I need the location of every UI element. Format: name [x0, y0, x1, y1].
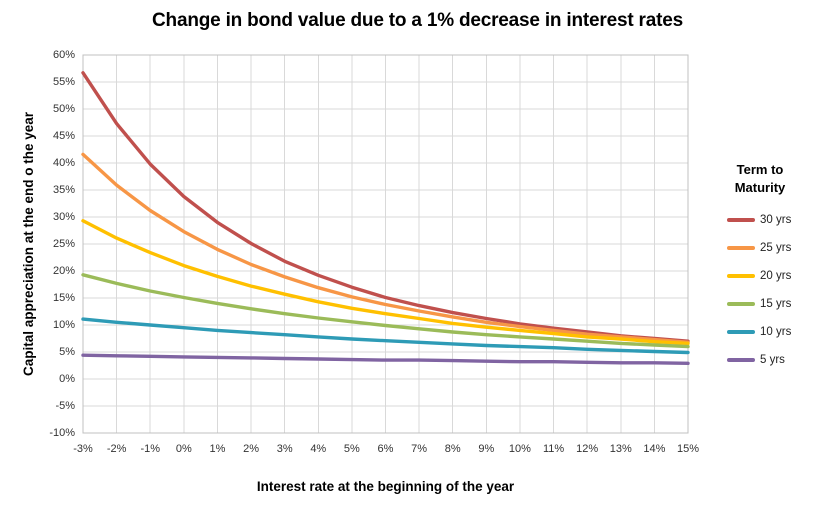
- legend-swatch: [727, 218, 755, 222]
- legend-item: 15 yrs: [712, 296, 824, 312]
- x-tick-label: 10%: [508, 443, 531, 455]
- legend-item-label: 5 yrs: [760, 354, 785, 366]
- y-tick-label: 50%: [52, 102, 75, 115]
- series-line-30-yrs: [81, 71, 690, 343]
- y-tick-label: 25%: [52, 237, 75, 250]
- legend-item-label: 25 yrs: [760, 242, 792, 254]
- y-tick-label: 35%: [52, 183, 75, 196]
- legend-item: 25 yrs: [712, 240, 824, 256]
- y-axis-title: Capital appreciation at the end o the ye…: [21, 111, 36, 377]
- y-tick-label: 0%: [59, 372, 75, 385]
- x-tick-label: -1%: [140, 443, 160, 455]
- chart-title: Change in bond value due to a 1% decreas…: [152, 10, 683, 31]
- series-line-25-yrs: [81, 152, 690, 344]
- x-tick-label: 15%: [676, 443, 700, 455]
- legend-item: 30 yrs: [712, 212, 824, 228]
- x-tick-label: 7%: [411, 443, 428, 455]
- legend-swatch: [727, 274, 755, 278]
- series-line-10-yrs: [81, 317, 690, 355]
- legend-item-label: 20 yrs: [760, 270, 792, 282]
- x-tick-label: 3%: [276, 443, 293, 455]
- x-tick-label: 14%: [643, 443, 666, 455]
- y-tick-label: 55%: [52, 75, 75, 88]
- x-tick-label: 13%: [609, 443, 632, 455]
- legend-swatch: [727, 302, 755, 306]
- legend-title: Term to Maturity: [734, 162, 786, 195]
- y-tick-label: 60%: [52, 48, 75, 61]
- y-tick-label: -5%: [55, 399, 75, 412]
- y-tick-label: 10%: [52, 318, 75, 331]
- x-tick-label: 1%: [209, 443, 226, 455]
- y-tick-label: 5%: [59, 345, 75, 358]
- legend-swatch: [727, 358, 755, 362]
- x-tick-label: -2%: [106, 443, 127, 455]
- legend-item-label: 10 yrs: [760, 326, 792, 338]
- y-tick-label: 40%: [52, 156, 75, 169]
- legend-items: 30 yrs 25 yrs 20 yrs 15 yrs 10 yrs 5 yrs: [712, 212, 824, 368]
- legend-item-label: 30 yrs: [760, 214, 792, 226]
- y-tick-label: -10%: [49, 426, 75, 439]
- legend-item: 10 yrs: [712, 324, 824, 340]
- y-tick-label: 45%: [52, 129, 75, 142]
- plot-border: [82, 54, 689, 434]
- x-tick-label: 0%: [175, 443, 192, 455]
- x-tick-label: 4%: [310, 443, 327, 455]
- series-line-20-yrs: [81, 219, 690, 346]
- x-axis-title: Interest rate at the beginning of the ye…: [256, 479, 515, 494]
- x-tick-label: 11%: [542, 443, 565, 455]
- x-tick-label: -3%: [73, 443, 93, 455]
- x-tick-label: 9%: [478, 443, 495, 455]
- y-tick-label: 30%: [52, 210, 75, 223]
- x-tick-label: 6%: [377, 443, 394, 455]
- x-tick-label: 8%: [444, 443, 461, 455]
- legend: Term to Maturity 30 yrs 25 yrs 20 yrs 15 yr…: [712, 161, 824, 380]
- series-line-5-yrs: [81, 353, 690, 365]
- x-tick-label: 12%: [576, 443, 599, 455]
- y-tick-label: 15%: [52, 291, 75, 304]
- legend-item: 20 yrs: [712, 268, 824, 284]
- y-tick-label: 20%: [52, 264, 75, 277]
- legend-item-label: 15 yrs: [760, 298, 792, 310]
- x-tick-label: 5%: [343, 443, 360, 455]
- legend-swatch: [727, 246, 755, 250]
- series-line-15-yrs: [81, 273, 690, 349]
- legend-item: 5 yrs: [712, 352, 824, 368]
- x-tick-label: 2%: [243, 443, 259, 455]
- legend-swatch: [727, 330, 755, 334]
